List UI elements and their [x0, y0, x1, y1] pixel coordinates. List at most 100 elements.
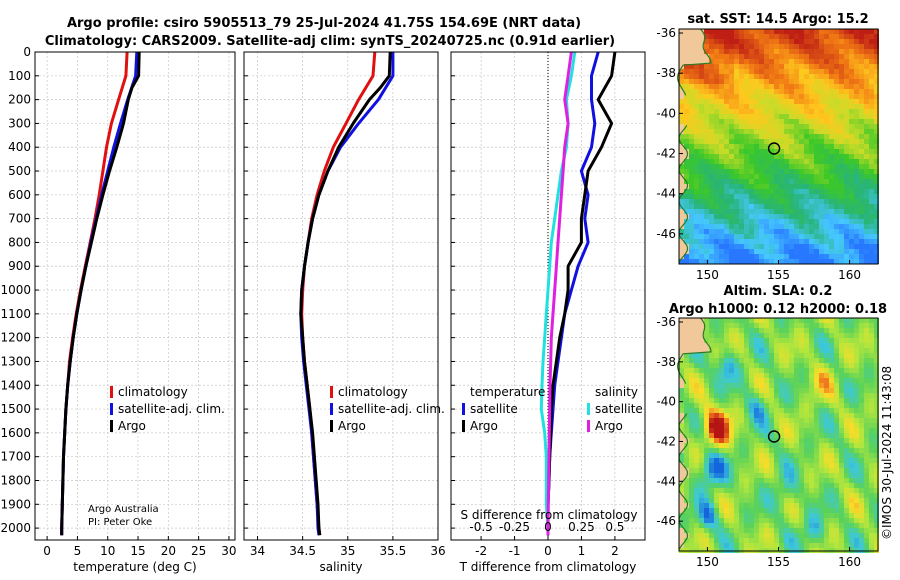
- legend-label-s-argo: Argo: [595, 419, 623, 433]
- sla-map-title-line-2: Argo h1000: 0.12 h2000: 0.18: [669, 302, 887, 317]
- x-tick-label: -1: [509, 544, 521, 558]
- x-axis-label: temperature (deg C): [73, 560, 196, 574]
- difference-legend-salinity: salinity satellite Argo: [587, 385, 643, 433]
- y-tick-label: -44: [656, 474, 676, 488]
- x-tick-label: 0: [43, 544, 51, 558]
- legend-label-s-satellite: satellite: [595, 402, 643, 416]
- x-axis-label: salinity: [319, 560, 362, 574]
- salinity-tick-label: 0.25: [568, 520, 595, 534]
- y-tick-label: 700: [8, 212, 31, 226]
- legend-swatch-argo: [330, 420, 333, 432]
- y-tick-label: -36: [656, 315, 676, 329]
- legend-label-argo: Argo: [118, 419, 146, 433]
- y-tick-label: -46: [656, 227, 676, 241]
- legend-swatch-s-satellite: [587, 403, 590, 415]
- series-line-3: [546, 51, 573, 536]
- y-tick-label: 2000: [0, 521, 31, 535]
- x-tick-label: 155: [767, 268, 790, 282]
- x-tick-label: 0: [544, 544, 552, 558]
- legend-swatch-satellite: [330, 403, 333, 415]
- y-tick-label: -38: [656, 355, 676, 369]
- sst-field: [679, 29, 879, 264]
- imos-timestamp: ©IMOS 30-Jul-2024 11:43:08: [880, 366, 894, 540]
- temperature-legend: climatology satellite-adj. clim. Argo: [110, 385, 225, 433]
- y-tick-label: -38: [656, 66, 676, 80]
- y-tick-label: 1800: [0, 473, 31, 487]
- salinity-tick-label: 0.5: [605, 520, 624, 534]
- sla-map: 150 155 160 -36 -38 -40 -42 -44 -46: [656, 315, 879, 569]
- salinity-difference-label: S difference from climatology: [461, 508, 638, 522]
- credit-line-2: PI: Peter Oke: [88, 517, 152, 528]
- y-tick-label: -44: [656, 187, 676, 201]
- legend-label-t-satellite: satellite: [470, 402, 518, 416]
- y-tick-label: 1600: [0, 426, 31, 440]
- legend-swatch-t-argo: [462, 420, 465, 432]
- y-tick-label: -42: [656, 147, 676, 161]
- difference-panel: -2 -1 0 1 2 T difference from climatology -0.5…: [450, 51, 646, 574]
- difference-legend-temperature: temperature satellite Argo: [462, 385, 545, 433]
- credit-line-1: Argo Australia: [88, 504, 159, 515]
- legend-label-argo: Argo: [338, 419, 366, 433]
- series-line-2: [299, 51, 392, 536]
- y-tick-label: 400: [8, 140, 31, 154]
- x-tick-label: 35: [340, 544, 355, 558]
- y-tick-label: 1300: [0, 354, 31, 368]
- salinity-legend: climatology satellite-adj. clim. Argo: [330, 385, 445, 433]
- y-tick-label: -40: [656, 395, 676, 409]
- y-tick-label: -42: [656, 434, 676, 448]
- legend-swatch-s-argo: [587, 420, 590, 432]
- axes-frame: [243, 51, 439, 541]
- x-tick-label: 1: [578, 544, 586, 558]
- x-tick-label: 35.5: [380, 544, 407, 558]
- legend-label-satellite: satellite-adj. clim.: [118, 402, 225, 416]
- legend-label-t-argo: Argo: [470, 419, 498, 433]
- salinity-tick-label: 0: [544, 520, 552, 534]
- salinity-tick-label: -0.5: [469, 520, 492, 534]
- x-tick-label: 2: [611, 544, 619, 558]
- x-tick-label: 155: [767, 555, 790, 569]
- y-tick-label: 600: [8, 188, 31, 202]
- legend-swatch-climatology: [330, 386, 333, 398]
- y-tick-label: -40: [656, 106, 676, 120]
- y-tick-label: 0: [23, 45, 31, 59]
- legend-label-climatology: climatology: [338, 385, 408, 399]
- y-tick-label: -46: [656, 514, 676, 528]
- salinity-tick-label: -0.25: [499, 520, 530, 534]
- legend-swatch-satellite: [110, 403, 113, 415]
- y-tick-label: 1200: [0, 331, 31, 345]
- y-tick-label: 1100: [0, 307, 31, 321]
- x-tick-label: 25: [191, 544, 206, 558]
- y-tick-label: 1000: [0, 283, 31, 297]
- x-tick-label: 36: [430, 544, 445, 558]
- legend-swatch-argo: [110, 420, 113, 432]
- x-tick-label: 34.5: [289, 544, 316, 558]
- x-tick-label: 150: [696, 555, 719, 569]
- y-tick-label: 300: [8, 116, 31, 130]
- legend-title-salinity: salinity: [595, 385, 638, 399]
- salinity-panel: 34 34.5 35 35.5 36 salinity: [243, 51, 446, 574]
- title-line-1: Argo profile: csiro 5905513_79 25-Jul-20…: [67, 16, 581, 31]
- x-axis-label: T difference from climatology: [459, 560, 637, 574]
- x-tick-label: 34: [250, 544, 265, 558]
- y-tick-label: 800: [8, 235, 31, 249]
- sla-map-title-line-1: Altim. SLA: 0.2: [724, 284, 833, 299]
- x-tick-label: 30: [221, 544, 236, 558]
- x-tick-label: 160: [838, 555, 861, 569]
- legend-label-climatology: climatology: [118, 385, 188, 399]
- y-tick-label: 1500: [0, 402, 31, 416]
- temperature-panel: 0 5 10 15 20 25 30 temperature (deg C) 0 100 200 30…: [0, 45, 236, 574]
- y-tick-label: 500: [8, 164, 31, 178]
- plot-background: [244, 52, 438, 540]
- legend-swatch-climatology: [110, 386, 113, 398]
- sla-field: [679, 318, 879, 553]
- legend-label-satellite: satellite-adj. clim.: [338, 402, 445, 416]
- y-tick-label: -36: [656, 26, 676, 40]
- y-tick-label: 100: [8, 69, 31, 83]
- y-tick-label: 900: [8, 259, 31, 273]
- legend-swatch-t-satellite: [462, 403, 465, 415]
- y-tick-label: 1900: [0, 497, 31, 511]
- x-tick-label: 20: [161, 544, 176, 558]
- series-line-2: [60, 51, 141, 536]
- y-tick-label: 1400: [0, 378, 31, 392]
